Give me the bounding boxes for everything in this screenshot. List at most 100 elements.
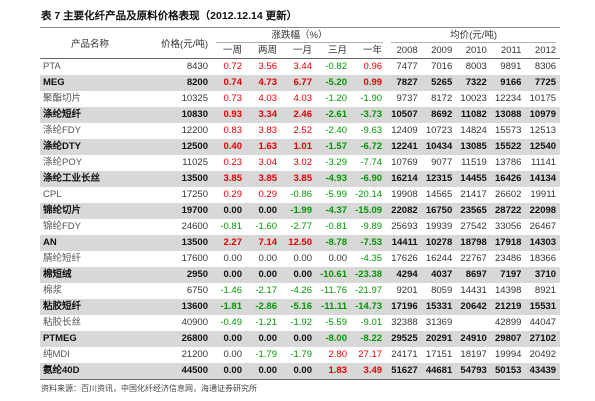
- change-cell: -1.81: [212, 298, 247, 315]
- table-row: 腈纶短纤 17600 0.00 0.00 0.00 0.00 -4.35 17626 16244…: [40, 251, 560, 267]
- change-cell: 3.44: [293, 60, 313, 72]
- change-cell: -20.14: [355, 188, 383, 200]
- header-year-2010: 2010: [456, 42, 491, 59]
- price-cell: 8200: [140, 74, 212, 91]
- table-row: 锦纶切片 19700 0.00 0.00 -1.99 -4.37 -15.09 22082 16…: [40, 202, 561, 219]
- avg-price-cell: 14303: [525, 234, 561, 251]
- avg-price-cell: 8306: [534, 60, 557, 72]
- table-row: CPL 17250 0.29 0.29 -0.86 -5.99 -20.14 19908 145…: [40, 187, 560, 203]
- change-cell: 0.00: [247, 266, 282, 283]
- header-period-year: 一年: [352, 42, 388, 59]
- avg-price-cell: 8003: [465, 60, 487, 72]
- change-cell: 0.93: [212, 106, 247, 123]
- change-cell: -1.99: [282, 202, 317, 219]
- change-cell: 0.00: [328, 252, 348, 264]
- avg-price-cell: 12315: [421, 170, 457, 187]
- change-cell: -0.82: [325, 60, 347, 72]
- change-cell: 4.73: [247, 74, 282, 91]
- avg-price-cell: 10769: [391, 156, 418, 168]
- change-cell: 0.00: [223, 252, 243, 264]
- change-cell: 0.96: [363, 60, 383, 72]
- avg-price-cell: 15531: [525, 298, 561, 315]
- table-row: 棉短绒 2950 0.00 0.00 0.00 -10.61 -23.38 4294 4037 8…: [40, 266, 561, 283]
- change-cell: 3.85: [247, 170, 282, 187]
- avg-price-cell: 14398: [495, 284, 522, 296]
- change-cell: 0.23: [223, 156, 243, 168]
- avg-price-cell: 13085: [456, 138, 491, 155]
- avg-price-cell: 10979: [525, 106, 561, 123]
- avg-price-cell: 26467: [529, 220, 557, 232]
- change-cell: 0.40: [212, 138, 247, 155]
- avg-price-cell: 9166: [490, 74, 526, 91]
- change-cell: 0.83: [223, 124, 243, 136]
- avg-price-cell: 20642: [456, 298, 491, 315]
- change-cell: 0.00: [282, 330, 317, 347]
- change-cell: -9.63: [360, 124, 383, 136]
- product-name: 涤纶短纤: [40, 106, 140, 123]
- header-price: 价格(元/吨): [140, 27, 212, 59]
- change-cell: -15.09: [352, 202, 388, 219]
- avg-price-cell: 31369: [425, 316, 453, 328]
- header-product-name: 产品名称: [40, 27, 140, 59]
- avg-price-cell: 12513: [529, 124, 557, 136]
- avg-price-cell: 9077: [431, 156, 453, 168]
- change-cell: -2.77: [290, 220, 312, 232]
- avg-price-cell: 4037: [421, 266, 457, 283]
- change-cell: -0.81: [325, 220, 347, 232]
- table-row: 粘胶短纤 13600 -1.81 -2.86 -5.16 -11.11 -14.73 1719…: [40, 298, 561, 315]
- avg-price-cell: 19911: [530, 188, 557, 200]
- price-cell: 13500: [140, 234, 212, 251]
- table-row: 聚酯切片 10325 0.73 4.03 4.03 -1.20 -1.90 9737 8172 1…: [40, 91, 560, 107]
- change-cell: 0.00: [282, 362, 317, 379]
- change-cell: -8.22: [352, 330, 388, 347]
- avg-price-cell: 13088: [490, 106, 526, 123]
- avg-price-cell: 7477: [396, 60, 418, 72]
- product-name: 锦纶切片: [40, 202, 140, 219]
- avg-price-cell: 8697: [456, 266, 491, 283]
- change-cell: 0.00: [212, 330, 247, 347]
- change-cell: -0.81: [220, 220, 242, 232]
- avg-price-cell: 10023: [460, 92, 487, 104]
- avg-price-cell: 14134: [525, 170, 561, 187]
- change-cell: -23.38: [352, 266, 388, 283]
- avg-price-cell: 19908: [391, 188, 418, 200]
- price-cell: 26800: [140, 330, 212, 347]
- change-cell: 0.74: [212, 74, 247, 91]
- header-year-2009: 2009: [421, 42, 457, 59]
- avg-price-cell: 10723: [425, 124, 453, 136]
- avg-price-cell: 10434: [421, 138, 457, 155]
- header-period-month: 一月: [282, 42, 317, 59]
- avg-price-cell: 11082: [456, 106, 491, 123]
- avg-price-cell: 19939: [425, 220, 453, 232]
- change-cell: -8.00: [317, 330, 352, 347]
- table-row: MEG 8200 0.74 4.73 6.77 -5.20 0.99 7827 5265 7322…: [40, 74, 561, 91]
- avg-price-cell: 14431: [460, 284, 487, 296]
- header-period-week: 一周: [212, 42, 247, 59]
- change-cell: -0.49: [220, 316, 242, 328]
- avg-price-cell: 11519: [461, 156, 487, 168]
- avg-price-cell: 33056: [495, 220, 522, 232]
- table-title: 表 7 主要化纤产品及原料价格表现（2012.12.14 更新）: [41, 10, 298, 22]
- change-cell: -11.11: [317, 298, 352, 315]
- header-change-group: 涨跌幅（%）: [212, 28, 387, 43]
- product-name: AN: [40, 234, 140, 251]
- avg-price-cell: 27102: [525, 330, 561, 347]
- change-cell: -2.61: [317, 106, 352, 123]
- product-name: PTMEG: [40, 330, 140, 347]
- avg-price-cell: 13786: [495, 156, 522, 168]
- price-cell: 12500: [140, 138, 212, 155]
- product-name: MEG: [40, 74, 140, 91]
- change-cell: -1.79: [255, 348, 277, 360]
- avg-price-cell: 24910: [456, 330, 491, 347]
- change-cell: 0.00: [247, 202, 282, 219]
- avg-price-cell: 7016: [431, 60, 453, 72]
- change-cell: 6.77: [282, 74, 317, 91]
- avg-price-cell: 7725: [525, 74, 561, 91]
- avg-price-cell: 17151: [425, 348, 453, 360]
- avg-price-cell: 15573: [495, 124, 522, 136]
- avg-price-cell: 11141: [531, 156, 557, 168]
- change-cell: -2.86: [247, 298, 282, 315]
- table-row: 涤纶POY 11025 0.23 3.04 3.02 -3.29 -7.74 10769 907…: [40, 155, 560, 171]
- avg-price-cell: 8172: [431, 92, 453, 104]
- source-note: 资料来源：百川资讯，中国化纤经济信息网，海通证券研究所: [41, 384, 257, 393]
